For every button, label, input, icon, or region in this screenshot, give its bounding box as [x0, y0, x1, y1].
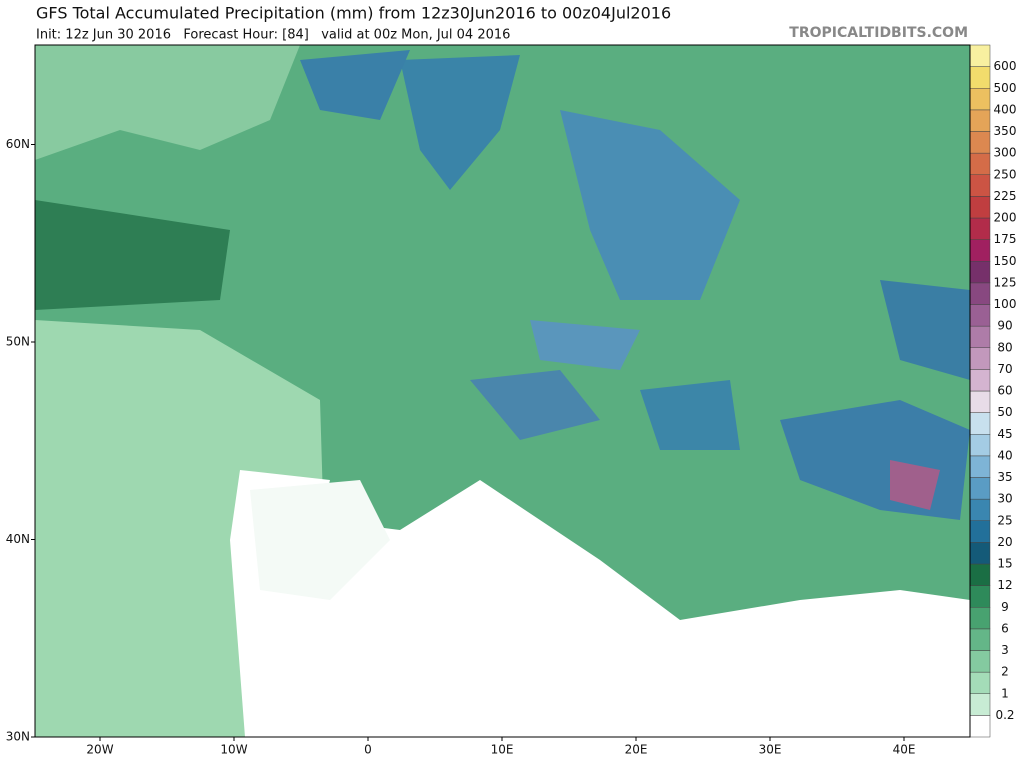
lat-label: 50N: [6, 335, 30, 349]
lat-label: 40N: [6, 532, 30, 546]
colorbar-label: 250: [994, 167, 1017, 181]
colorbar-label: 6: [1001, 621, 1009, 635]
colorbar-label: 40: [997, 448, 1012, 462]
colorbar-box: [969, 347, 991, 370]
colorbar-box: [969, 131, 991, 154]
colorbar-label: 500: [994, 81, 1017, 95]
colorbar-box: [969, 607, 991, 630]
brand: TROPICALTIDBITS.COM: [789, 25, 968, 41]
colorbar-box: [969, 66, 991, 89]
colorbar-label: 0.2: [995, 708, 1014, 722]
colorbar-label: 45: [997, 427, 1012, 441]
colorbar-label: 150: [994, 254, 1017, 268]
colorbar-label: 9: [1001, 600, 1009, 614]
colorbar-label: 20: [997, 535, 1012, 549]
colorbar-box: [969, 412, 991, 435]
colorbar-box: [969, 520, 991, 543]
colorbar-label: 70: [997, 362, 1012, 376]
lon-label: 40E: [893, 743, 916, 757]
lat-label: 30N: [6, 730, 30, 744]
colorbar-label: 35: [997, 470, 1012, 484]
colorbar-box: [969, 44, 991, 67]
colorbar-box: [969, 174, 991, 197]
colorbar-box: [969, 196, 991, 219]
colorbar-box: [969, 455, 991, 478]
colorbar-box: [969, 88, 991, 111]
lon-label: 10W: [220, 743, 247, 757]
colorbar-box: [969, 261, 991, 284]
colorbar-label: 200: [994, 211, 1017, 225]
axes: 30N 40N 50N 60N 20W 10W 0 10E 20E 30E 40E: [6, 44, 971, 757]
colorbar-box: [969, 434, 991, 457]
colorbar-label: 25: [997, 513, 1012, 527]
colorbar-box: [969, 217, 991, 240]
colorbar-box: [969, 650, 991, 673]
colorbar-box: [969, 563, 991, 586]
colorbar-label: 100: [994, 297, 1017, 311]
colorbar-box: [969, 585, 991, 608]
lon-label: 20W: [86, 743, 113, 757]
colorbar-box: [969, 152, 991, 175]
colorbar-box: [969, 542, 991, 565]
colorbar-label: 400: [994, 102, 1017, 116]
colorbar-label: 2: [1001, 665, 1009, 679]
lon-label: 30E: [759, 743, 782, 757]
colorbar-label: 350: [994, 124, 1017, 138]
lon-label: 20E: [625, 743, 648, 757]
colorbar-label: 60: [997, 384, 1012, 398]
colorbar-box: [969, 693, 991, 716]
colorbar-box: [969, 715, 991, 738]
lon-label: 0: [364, 743, 372, 757]
colorbar-box: [969, 628, 991, 651]
colorbar-label: 225: [994, 189, 1017, 203]
colorbar-box: [969, 325, 991, 348]
colorbar-label: 3: [1001, 643, 1009, 657]
colorbar-box: [969, 671, 991, 694]
colorbar-label: 50: [997, 405, 1012, 419]
colorbar-label: 30: [997, 492, 1012, 506]
init-line: Init: 12z Jun 30 2016 Forecast Hour: [84…: [36, 28, 510, 43]
colorbar-label: 1: [1001, 686, 1009, 700]
colorbar-box: [969, 304, 991, 327]
colorbar-box: [969, 390, 991, 413]
colorbar-label: 80: [997, 340, 1012, 354]
colorbar: 0.21236912152025303540455060708090100125…: [969, 44, 1017, 738]
lat-label: 60N: [6, 137, 30, 151]
colorbar-box: [969, 239, 991, 262]
colorbar-box: [969, 477, 991, 500]
colorbar-label: 90: [997, 319, 1012, 333]
colorbar-label: 300: [994, 146, 1017, 160]
colorbar-box: [969, 282, 991, 305]
colorbar-box: [969, 369, 991, 392]
colorbar-label: 15: [997, 557, 1012, 571]
lon-label: 10E: [491, 743, 514, 757]
colorbar-box: [969, 109, 991, 132]
map: [35, 45, 970, 737]
colorbar-box: [969, 498, 991, 521]
title: GFS Total Accumulated Precipitation (mm)…: [36, 4, 671, 23]
colorbar-label: 125: [994, 275, 1017, 289]
colorbar-label: 175: [994, 232, 1017, 246]
colorbar-label: 600: [994, 59, 1017, 73]
colorbar-label: 12: [997, 578, 1012, 592]
